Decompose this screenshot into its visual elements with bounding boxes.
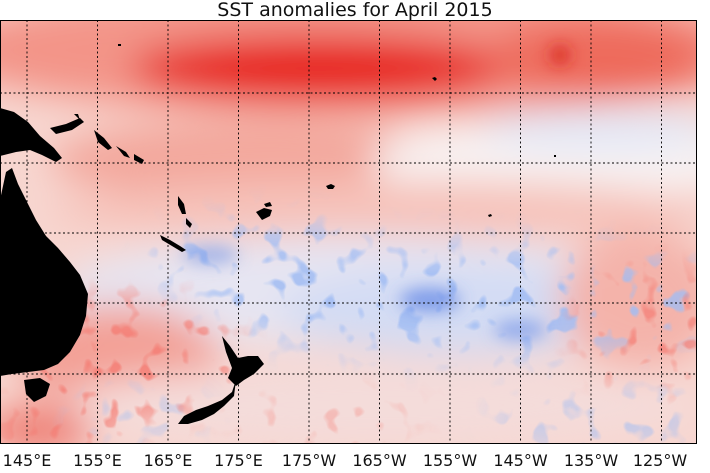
new-guinea-land (0, 108, 62, 162)
lon-tick-label: 145°W (493, 451, 548, 470)
lon-tick-label: 165°E (144, 451, 193, 470)
vanuatu-land (178, 196, 192, 228)
longitude-tick-labels: 145°E 155°E 165°E 175°E 175°W 165°W 155°W 145°W… (3, 451, 688, 470)
lon-tick-label: 125°W (633, 451, 688, 470)
australia-land (0, 168, 88, 376)
lon-tick-label: 175°W (282, 451, 337, 470)
anomaly-field (0, 20, 697, 444)
tasmania-land (24, 378, 50, 402)
lon-tick-label: 145°E (3, 451, 52, 470)
map-title: SST anomalies for April 2015 (217, 0, 493, 21)
gridlines (0, 20, 697, 444)
solomon-islands-land (94, 130, 144, 164)
lon-tick-label: 175°E (214, 451, 263, 470)
lon-tick-label: 155°W (423, 451, 478, 470)
lon-tick-label: 165°W (352, 451, 407, 470)
land-masses (0, 44, 556, 424)
new-zealand-south-island (178, 380, 236, 424)
lon-tick-label: 135°W (564, 451, 619, 470)
fiji-land (256, 202, 272, 220)
map-frame (0, 20, 697, 444)
new-britain-land (50, 118, 84, 134)
new-zealand-north-island (222, 336, 264, 386)
lon-tick-label: 155°E (73, 451, 122, 470)
new-caledonia-land (160, 235, 186, 252)
